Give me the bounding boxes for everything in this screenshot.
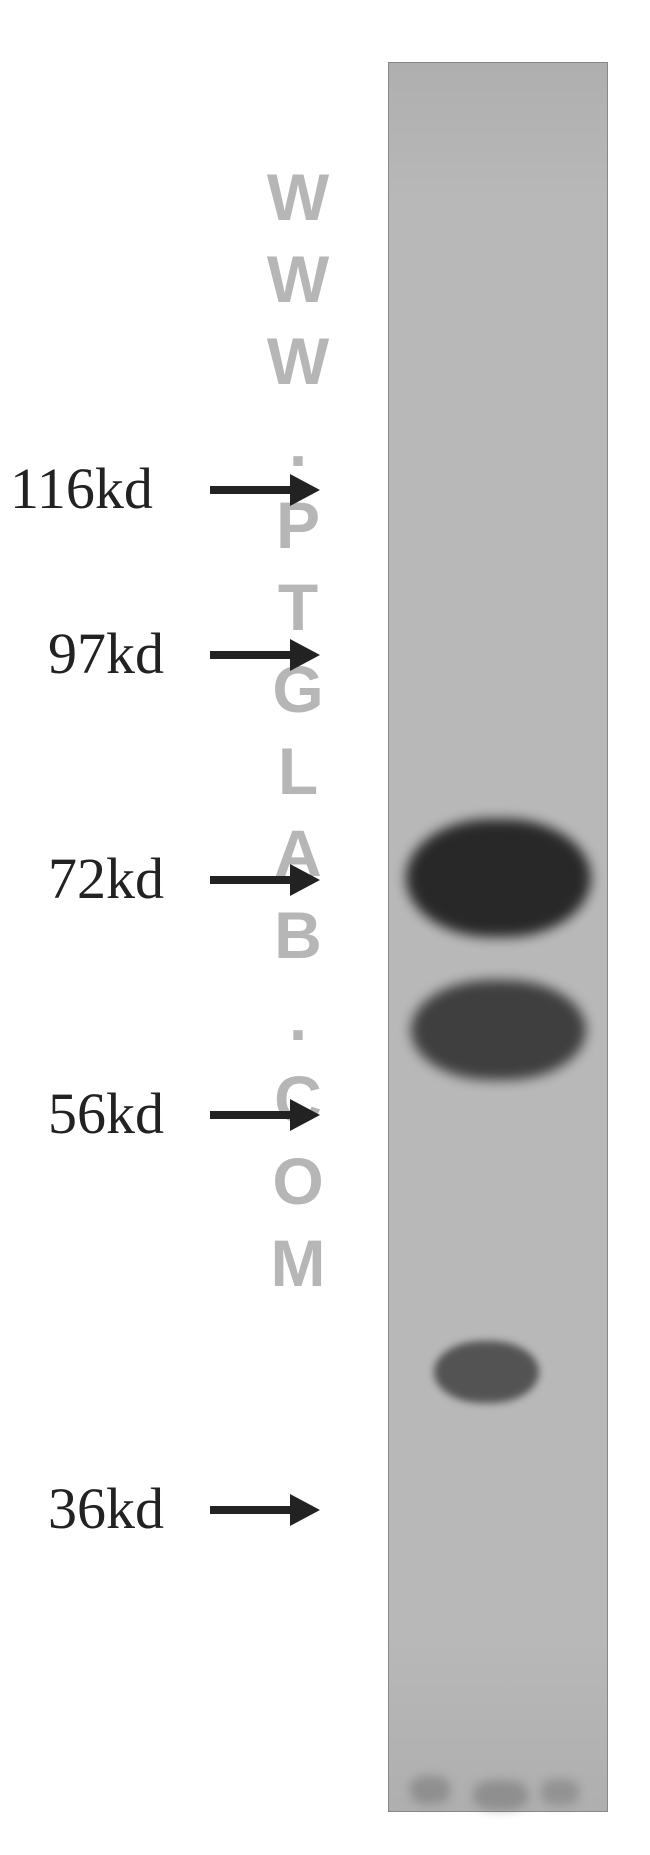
marker-arrow-head-72kd bbox=[290, 864, 320, 896]
blot-lane bbox=[388, 62, 608, 1812]
lane-smudge-2 bbox=[541, 1779, 579, 1805]
lane-gradient bbox=[389, 63, 607, 1811]
marker-label-36kd: 36kd bbox=[48, 1475, 164, 1542]
marker-label-97kd: 97kd bbox=[48, 620, 164, 687]
marker-arrow-line-97kd bbox=[210, 651, 295, 659]
blot-figure: WWW.PTGLAB.COM 116kd 97kd 72kd 56kd 36kd bbox=[0, 0, 650, 1855]
band-62kd bbox=[411, 980, 586, 1080]
lane-smudge-1 bbox=[473, 1780, 528, 1810]
marker-label-56kd: 56kd bbox=[48, 1080, 164, 1147]
marker-label-116kd: 116kd bbox=[10, 455, 153, 522]
marker-arrow-head-116kd bbox=[290, 474, 320, 506]
band-42kd bbox=[434, 1341, 539, 1403]
marker-label-72kd: 72kd bbox=[48, 845, 164, 912]
band-72kd bbox=[406, 819, 591, 937]
watermark-text: WWW.PTGLAB.COM bbox=[260, 160, 336, 1308]
marker-arrow-line-116kd bbox=[210, 486, 295, 494]
marker-arrow-head-36kd bbox=[290, 1494, 320, 1526]
marker-arrow-head-97kd bbox=[290, 639, 320, 671]
marker-arrow-head-56kd bbox=[290, 1099, 320, 1131]
lane-smudge-0 bbox=[410, 1776, 450, 1804]
marker-arrow-line-36kd bbox=[210, 1506, 295, 1514]
marker-arrow-line-72kd bbox=[210, 876, 295, 884]
marker-arrow-line-56kd bbox=[210, 1111, 295, 1119]
